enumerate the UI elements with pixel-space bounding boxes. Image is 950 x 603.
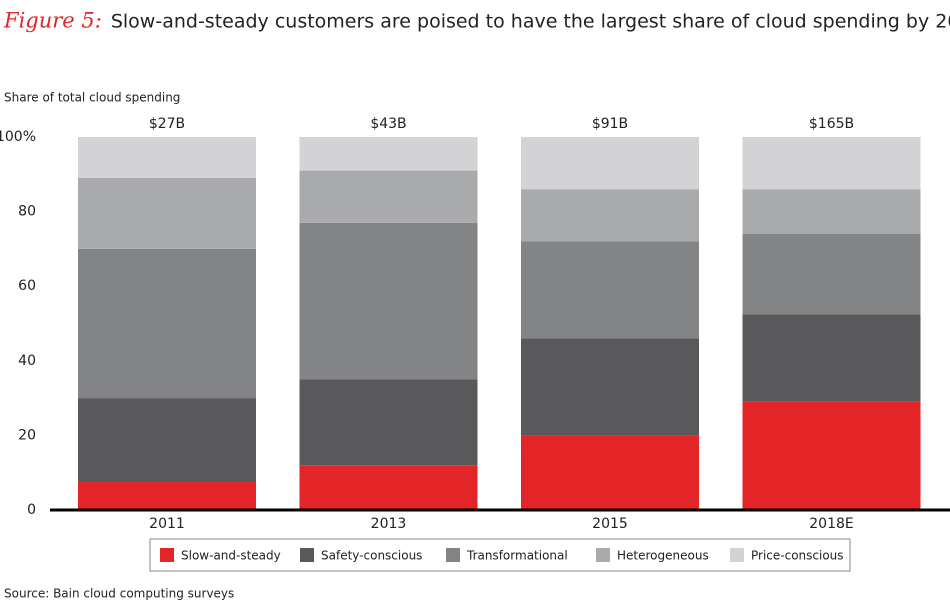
bar-segment: [521, 137, 699, 190]
x-tick-label: 2018E: [809, 516, 853, 532]
legend-label: Safety-conscious: [321, 549, 422, 563]
total-label: $91B: [592, 116, 628, 132]
bar-segment: [299, 170, 478, 223]
total-label: $165B: [809, 116, 854, 132]
bar-segment: [299, 222, 478, 380]
bar-segment: [742, 233, 921, 315]
bar-segment: [521, 338, 699, 436]
y-tick-label: 40: [18, 353, 36, 369]
bar-segment: [521, 241, 699, 339]
bar-segment: [742, 137, 921, 190]
y-tick-label: 100%: [0, 129, 36, 145]
bar-segment: [299, 137, 478, 171]
legend-swatch: [300, 548, 314, 562]
y-tick-label: 60: [18, 278, 36, 294]
legend-box: [149, 538, 851, 572]
bar-segment: [78, 248, 256, 399]
x-tick-label: 2011: [149, 516, 185, 532]
y-tick-label: 0: [27, 502, 36, 518]
y-tick-label: 20: [18, 427, 36, 443]
x-tick-label: 2015: [592, 516, 628, 532]
bar-segment: [78, 482, 256, 510]
legend-swatch: [446, 548, 460, 562]
bar-segment: [742, 314, 921, 402]
x-tick-label: 2013: [371, 516, 407, 532]
source: Source: Bain cloud computing surveys: [4, 587, 234, 601]
legend-label: Slow-and-steady: [181, 549, 281, 563]
bar-segment: [521, 435, 699, 510]
legend-swatch: [730, 548, 744, 562]
bar-segment: [78, 178, 256, 249]
y-tick-label: 80: [18, 204, 36, 220]
bar-segment: [521, 189, 699, 242]
total-label: $43B: [370, 116, 406, 132]
chart-title: Slow-and-steady customers are poised to …: [111, 11, 950, 33]
bar-segment: [78, 137, 256, 179]
legend-label: Price-conscious: [751, 549, 844, 563]
bar-segment: [299, 465, 478, 510]
legend-swatch: [596, 548, 610, 562]
bar-segment: [742, 189, 921, 234]
legend-label: Heterogeneous: [617, 549, 709, 563]
total-label: $27B: [149, 116, 185, 132]
bar-segment: [742, 401, 921, 510]
bar-segment: [78, 398, 256, 483]
bar-segment: [299, 379, 478, 466]
legend-label: Transformational: [466, 549, 568, 563]
figure-label: Figure 5:: [3, 9, 102, 33]
y-axis-label: Share of total cloud spending: [4, 91, 180, 105]
legend-swatch: [160, 548, 174, 562]
